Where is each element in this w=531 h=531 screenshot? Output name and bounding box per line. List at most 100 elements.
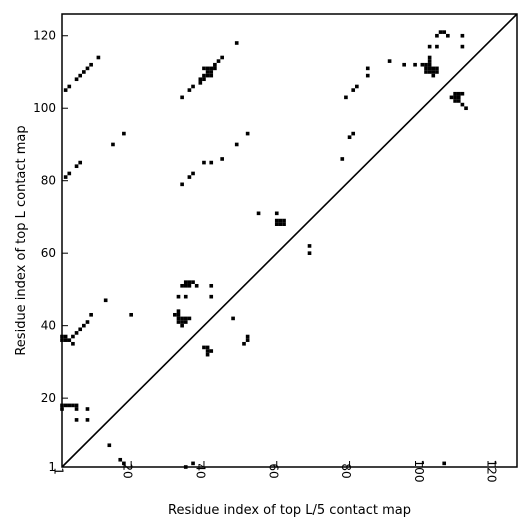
contact-point [351,88,356,92]
contact-point [74,418,79,422]
contact-point [202,73,206,78]
contact-point [118,457,123,462]
contact-point [202,77,206,82]
contact-point [183,320,188,324]
contact-point [63,403,68,408]
y-tick-label: 20 [41,391,56,405]
contact-point [282,222,286,226]
contact-point [180,323,184,328]
contact-point [427,44,432,49]
contact-point [216,59,221,63]
contact-point [107,443,112,448]
x-tick-label: 1 [52,467,66,475]
contact-point [205,73,210,78]
contact-point [442,461,447,466]
contact-point [89,62,93,67]
contact-point [67,171,72,176]
contact-point [278,218,283,223]
contact-point [435,33,439,38]
contact-point [234,41,239,45]
y-tick-label: 120 [33,29,56,43]
contact-point [460,91,465,96]
contact-point [63,334,68,339]
contact-point [63,88,68,92]
contact-point [453,95,457,100]
contact-point [191,280,195,284]
contact-point [442,30,447,34]
contact-point [209,73,214,78]
x-tick-label: 120 [485,460,499,483]
x-tick-label: 20 [121,463,135,478]
contact-point [187,175,192,179]
contact-point [278,222,283,226]
contact-point [205,66,210,71]
contact-point [71,341,75,346]
contact-point [209,349,214,353]
contact-point [435,44,439,49]
contact-point [365,66,370,71]
contact-point [435,66,439,71]
contact-point [438,30,443,34]
plot-frame [61,13,518,468]
contact-point [183,280,188,284]
contact-point [209,160,214,165]
contact-point [424,62,428,67]
contact-point [176,312,181,317]
y-axis-label: Residue index of top L contact map [14,125,29,355]
contact-point [63,338,68,342]
contact-point [456,99,461,103]
diagonal-line [61,13,518,468]
contact-point [307,244,312,248]
contact-point [198,81,203,85]
contact-point [78,160,83,165]
contact-point [180,316,184,321]
contact-point [340,157,345,161]
x-tick-label: 40 [193,463,207,478]
contact-point [427,55,432,60]
contact-point [67,84,72,89]
contact-point [424,66,428,71]
contact-point [274,218,279,223]
contact-point [78,327,83,332]
contact-point [187,316,192,321]
contact-point [424,70,428,74]
contact-point [464,106,468,111]
contact-point [427,59,432,63]
contact-point [435,70,439,74]
contact-point [74,77,79,82]
contact-point [183,316,188,321]
contact-point [351,131,356,136]
y-tick-label: 40 [41,319,56,333]
contact-point [307,251,312,255]
contact-point [431,70,436,74]
y-tick-label: 100 [33,101,56,115]
x-axis-ticks: 1 20 40 60 80 100 120 [52,460,499,483]
y-tick-label: 1 [48,460,56,474]
contact-point [460,44,465,49]
contact-point [74,407,79,411]
contact-point [176,320,181,324]
contact-point [234,142,239,147]
contact-point [213,66,217,71]
contact-point [453,99,457,103]
contact-point [427,70,432,74]
contact-point [89,312,93,317]
contact-point [74,164,79,169]
contact-point [74,403,79,408]
contact-point [209,66,214,71]
contact-point [176,294,181,299]
contact-point [85,320,90,324]
contact-point [347,135,352,140]
x-tick-label: 80 [339,463,353,478]
contact-point [198,77,203,82]
contact-point [176,309,181,313]
contact-point [453,91,457,96]
contact-point [187,283,192,288]
contact-point [205,349,210,353]
contact-point [85,418,90,422]
contact-point [413,62,417,67]
contact-point [180,283,184,288]
contact-point [256,211,261,216]
